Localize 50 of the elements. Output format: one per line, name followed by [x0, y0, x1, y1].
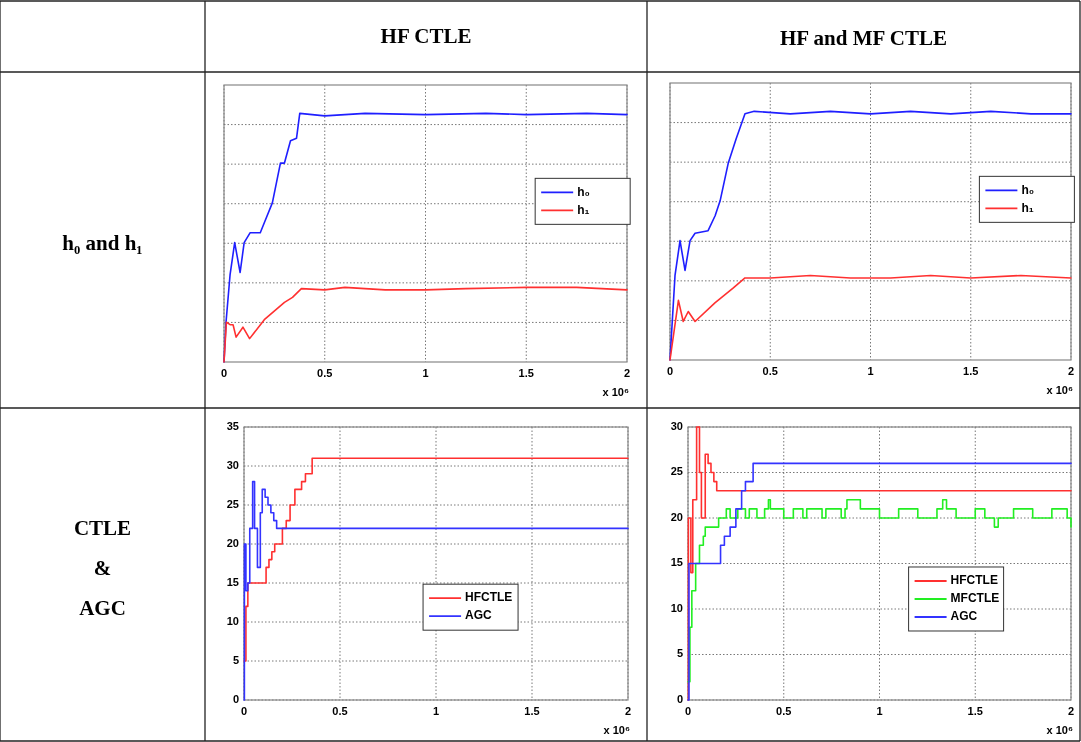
text: CTLE & AGC — [73, 516, 132, 620]
text: x 10⁶ — [1046, 384, 1073, 396]
text: HF and MF CTLE — [779, 25, 948, 50]
legend-label: h₀ — [1021, 182, 1035, 197]
y-tick-label: 15 — [226, 575, 239, 588]
text: h₀ and h₁ — [62, 230, 143, 255]
y-tick-label: 5 — [676, 647, 683, 660]
text: x 10⁶ — [603, 724, 630, 736]
legend-label: MFCTLE — [950, 591, 1000, 606]
x-tick-label: 1.5 — [963, 365, 979, 377]
legend-label: h₁ — [577, 202, 590, 217]
legend-label: HFCTLE — [950, 573, 998, 588]
text: HF CTLE — [380, 23, 472, 48]
y-tick-label: 0 — [676, 692, 683, 705]
x-tick-label: 2 — [623, 367, 631, 379]
legend-label: AGC — [950, 609, 978, 624]
x-tick-label: 2 — [1067, 705, 1075, 717]
y-tick-label: 10 — [226, 614, 239, 627]
x-tick-label: 0.5 — [762, 365, 778, 377]
y-tick-label: 5 — [232, 653, 239, 666]
y-tick-label: 10 — [670, 601, 683, 614]
x-tick-label: 1 — [432, 705, 440, 717]
y-tick-label: 30 — [670, 419, 683, 432]
x-tick-label: 2 — [624, 705, 632, 717]
text: x 10⁶ — [1046, 724, 1073, 736]
legend-label: h₁ — [1021, 200, 1034, 215]
y-tick-label: 20 — [226, 536, 239, 549]
x-tick-label: 2 — [1067, 365, 1075, 377]
legend-label: h₀ — [577, 184, 590, 199]
y-tick-label: 35 — [226, 419, 239, 432]
y-tick-label: 25 — [670, 465, 683, 478]
x-tick-label: 1 — [422, 367, 429, 379]
x-tick-label: 0 — [240, 705, 248, 717]
y-tick-label: 0 — [232, 692, 239, 705]
x-tick-label: 1.5 — [518, 367, 534, 379]
y-tick-label: 25 — [226, 497, 239, 510]
y-tick-label: 15 — [670, 556, 683, 569]
y-tick-label: 30 — [226, 458, 239, 471]
y-tick-label: 20 — [670, 510, 683, 523]
x-tick-label: 0.5 — [317, 367, 333, 379]
x-tick-label: 1.5 — [524, 705, 540, 717]
x-tick-label: 1 — [867, 365, 874, 377]
x-tick-label: 1 — [876, 705, 883, 717]
legend-label: HFCTLE — [465, 590, 513, 605]
text: x 10⁶ — [602, 386, 629, 398]
x-tick-label: 0.5 — [332, 705, 348, 717]
legend-label: AGC — [465, 608, 493, 623]
x-tick-label: 0.5 — [776, 705, 792, 717]
x-tick-label: 0 — [684, 705, 692, 717]
x-tick-label: 1.5 — [967, 705, 983, 717]
